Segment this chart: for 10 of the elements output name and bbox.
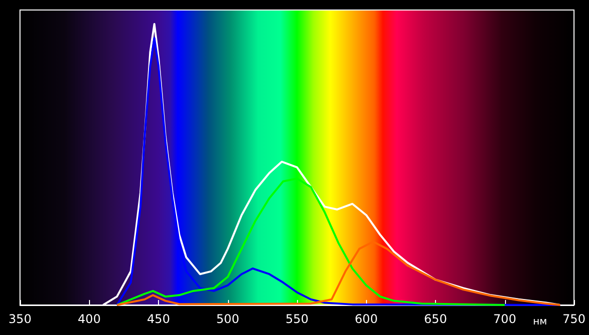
x-tick-label: 500 — [216, 312, 240, 326]
x-tick-label: 550 — [286, 312, 308, 326]
x-tick-label: 650 — [424, 312, 447, 326]
x-tick-label: 400 — [78, 312, 101, 326]
x-tick-label: 350 — [8, 312, 32, 326]
x-tick-label: 600 — [354, 312, 378, 326]
x-tick-label: 750 — [562, 312, 586, 326]
x-axis-title: нм — [533, 316, 548, 328]
x-tick-label: 700 — [493, 312, 516, 326]
x-tick-label: 450 — [147, 312, 170, 326]
